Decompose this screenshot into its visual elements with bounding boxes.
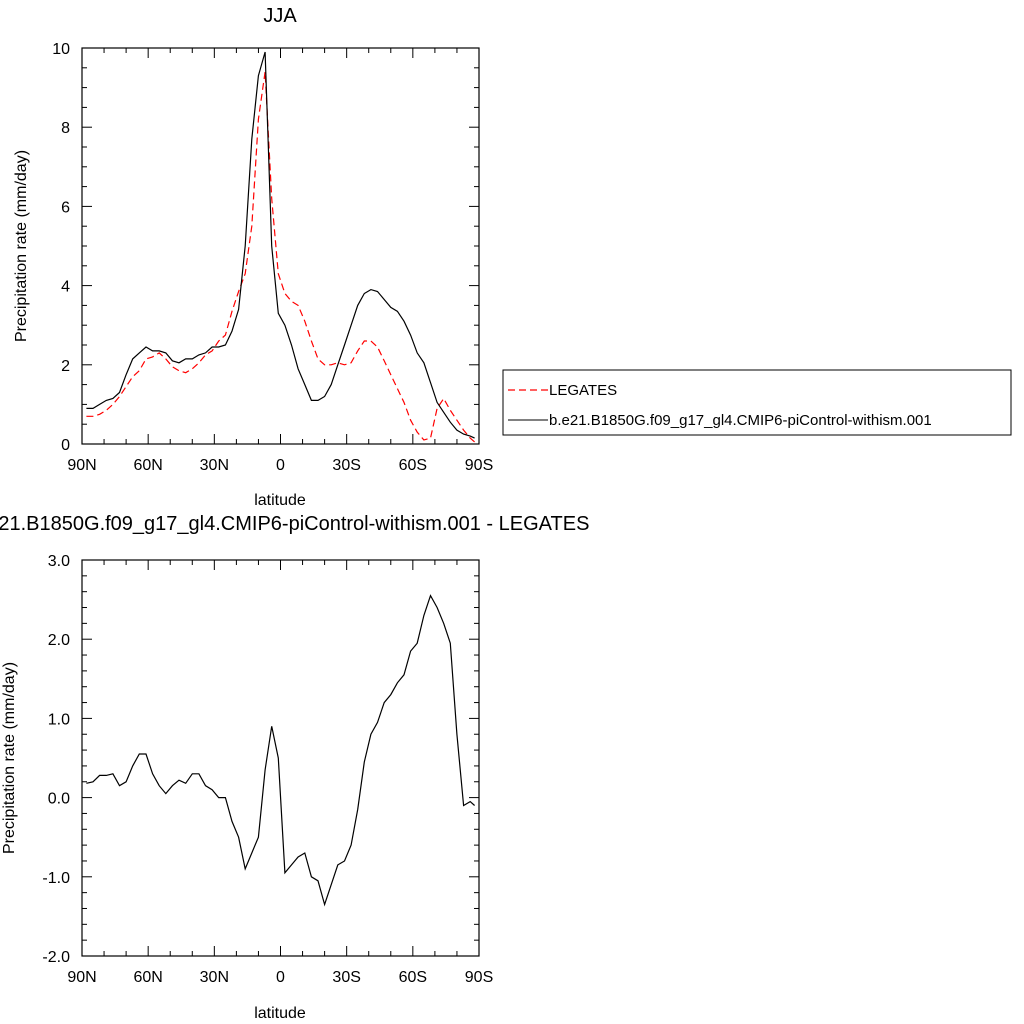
x-tick-label: 30N xyxy=(200,969,229,986)
x-tick-label: 90S xyxy=(465,457,493,474)
x-tick-label: 90N xyxy=(67,457,96,474)
x-tick-label: 30S xyxy=(332,457,360,474)
x-tick-label: 90N xyxy=(67,969,96,986)
x-axis-label-top: latitude xyxy=(254,492,306,509)
series-line-model xyxy=(86,51,475,439)
y-tick-label: 0.0 xyxy=(48,791,70,808)
legend-label-model: b.e21.B1850G.f09_g17_gl4.CMIP6-piControl… xyxy=(549,412,932,429)
chart-title-top: JJA xyxy=(263,5,297,27)
x-tick-label: 0 xyxy=(276,457,285,474)
x-tick-label: 30S xyxy=(332,969,360,986)
panel-bottom-difference: b.e21.B1850G.f09_g17_gl4.CMIP6-piControl… xyxy=(0,513,589,1022)
plot-frame-top xyxy=(81,47,480,445)
x-tick-label: 60S xyxy=(399,457,427,474)
y-tick-label: 2 xyxy=(61,358,70,375)
series-line-legates xyxy=(86,71,475,443)
y-tick-label: 2.0 xyxy=(48,632,70,649)
x-tick-label: 30N xyxy=(200,457,229,474)
y-tick-label: 1.0 xyxy=(48,711,70,728)
x-tick-label: 60N xyxy=(133,457,162,474)
y-axis-label-top: Precipitation rate (mm/day) xyxy=(13,150,30,342)
x-tick-label: 0 xyxy=(276,969,285,986)
y-tick-label: 3.0 xyxy=(48,553,70,570)
x-tick-label: 60N xyxy=(133,969,162,986)
x-tick-label: 60S xyxy=(399,969,427,986)
series-line-difference xyxy=(86,594,475,907)
x-axis-label-bottom: latitude xyxy=(254,1005,306,1022)
x-tick-label: 90S xyxy=(465,969,493,986)
y-axis-label-bottom: Precipitation rate (mm/day) xyxy=(1,662,18,854)
y-tick-label: 10 xyxy=(52,41,70,58)
y-tick-label: 8 xyxy=(61,120,70,137)
y-tick-label: -1.0 xyxy=(42,870,70,887)
y-tick-label: 6 xyxy=(61,199,70,216)
y-tick-label: 0 xyxy=(61,437,70,454)
chart-title-bottom: b.e21.B1850G.f09_g17_gl4.CMIP6-piControl… xyxy=(0,513,589,535)
y-tick-label: -2.0 xyxy=(42,949,70,966)
legend-label-legates: LEGATES xyxy=(549,382,617,399)
legend-box xyxy=(502,369,1012,436)
legend: LEGATES b.e21.B1850G.f09_g17_gl4.CMIP6-p… xyxy=(502,369,1012,436)
y-tick-label: 4 xyxy=(61,279,70,296)
plot-frame-bottom xyxy=(81,559,480,957)
